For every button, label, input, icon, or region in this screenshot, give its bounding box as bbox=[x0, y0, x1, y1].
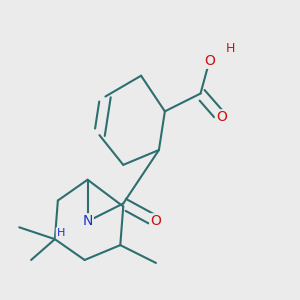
Text: O: O bbox=[216, 110, 227, 124]
Text: O: O bbox=[151, 214, 161, 228]
Text: O: O bbox=[204, 54, 215, 68]
Text: N: N bbox=[82, 214, 93, 228]
Text: H: H bbox=[57, 228, 65, 238]
Text: H: H bbox=[226, 42, 235, 56]
